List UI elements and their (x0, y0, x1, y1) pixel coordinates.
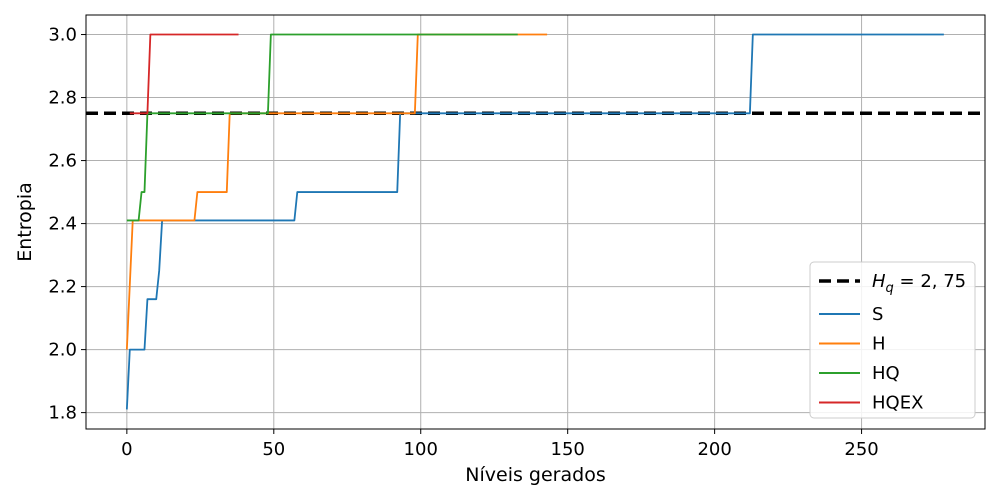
y-tick-label: 2.2 (48, 277, 77, 298)
y-tick-label: 2.4 (48, 214, 77, 235)
y-tick-label: 2.0 (48, 340, 77, 361)
series-line-hq (126, 33, 518, 222)
legend-label-hqex: HQEX (872, 393, 923, 414)
legend: Hq = 2, 75 SH HQ HQEX (809, 261, 976, 419)
x-tick-label: 100 (404, 439, 438, 460)
y-tick-label: 3.0 (48, 25, 77, 46)
x-tick-label: 0 (121, 439, 132, 460)
y-axis-label: Entropia (14, 182, 36, 262)
plot-frame (85, 14, 986, 430)
legend-label-hq: HQ (872, 363, 900, 384)
x-tick-label: 50 (262, 439, 285, 460)
x-tick-label: 200 (697, 439, 731, 460)
legend-box (809, 261, 976, 419)
x-tick-label: 250 (844, 439, 878, 460)
y-tick-label: 1.8 (48, 403, 77, 424)
series-layer (125, 33, 944, 410)
y-tick-label: 2.8 (48, 88, 77, 109)
series-line-s (125, 33, 944, 410)
legend-label-s: S (872, 304, 883, 325)
y-tick-label: 2.6 (48, 151, 77, 172)
series-line-hqex (129, 33, 239, 115)
x-tick-label: 150 (551, 439, 585, 460)
x-axis-label: Níveis gerados (465, 464, 605, 486)
legend-label-reference: Hq = 2, 75 (872, 271, 966, 296)
series-line-h (125, 33, 548, 350)
legend-label-h: H (872, 334, 886, 355)
ticks: 0 50 100 150 200 250 1.8 2.0 2.2 2.4 2.6 2.8 3.0 (48, 25, 878, 460)
